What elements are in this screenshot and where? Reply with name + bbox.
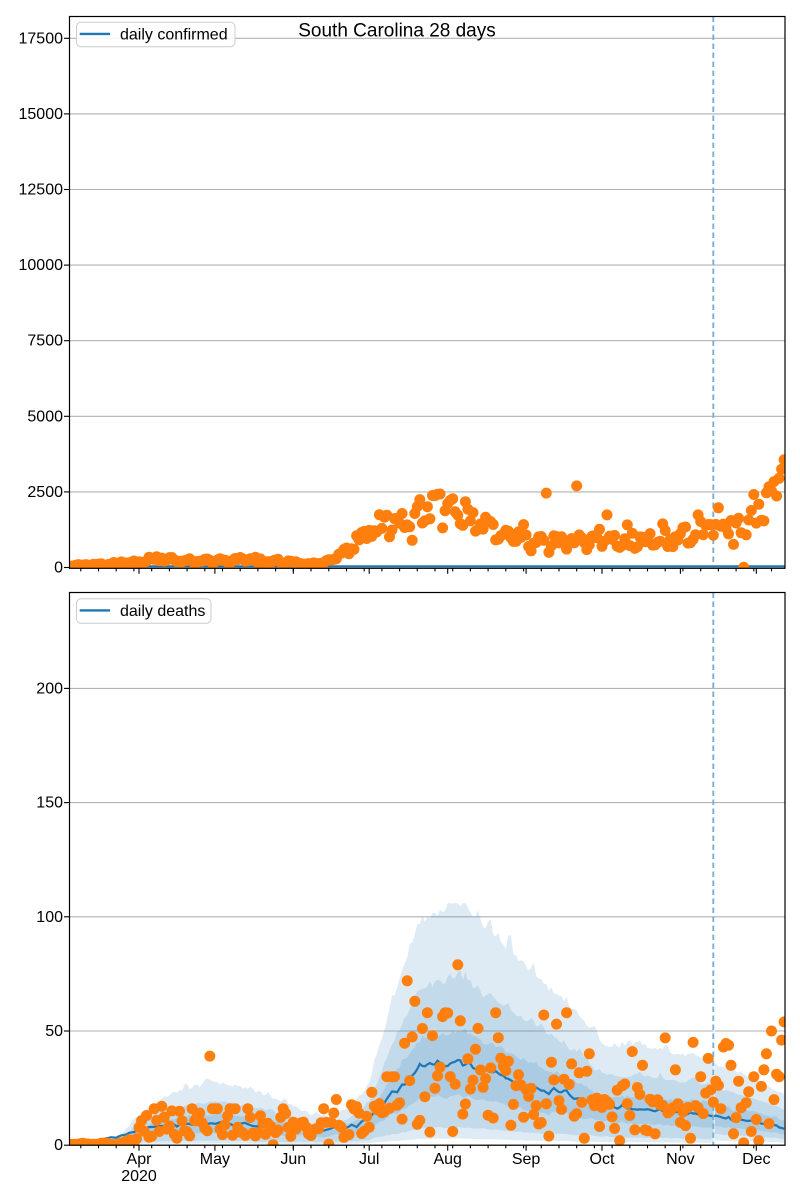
svg-text:17500: 17500 xyxy=(19,30,64,47)
svg-text:Sep: Sep xyxy=(512,1151,541,1168)
svg-text:daily confirmed: daily confirmed xyxy=(120,26,228,43)
svg-text:0: 0 xyxy=(54,1137,63,1154)
svg-text:7500: 7500 xyxy=(27,333,63,350)
svg-text:Aug: Aug xyxy=(433,1151,461,1168)
svg-text:May: May xyxy=(200,1151,230,1168)
svg-text:100: 100 xyxy=(36,909,63,926)
svg-text:2500: 2500 xyxy=(27,484,63,501)
svg-text:Jun: Jun xyxy=(280,1151,306,1168)
svg-text:50: 50 xyxy=(45,1023,63,1040)
svg-text:Oct: Oct xyxy=(590,1151,615,1168)
svg-text:South Carolina 28 days: South Carolina 28 days xyxy=(298,21,496,42)
svg-text:0: 0 xyxy=(54,560,63,577)
svg-text:200: 200 xyxy=(36,680,63,697)
svg-text:12500: 12500 xyxy=(19,182,64,199)
svg-text:Dec: Dec xyxy=(742,1151,770,1168)
svg-text:Jul: Jul xyxy=(359,1151,379,1168)
svg-text:Apr: Apr xyxy=(127,1151,153,1168)
svg-text:daily deaths: daily deaths xyxy=(120,603,205,620)
svg-text:15000: 15000 xyxy=(19,106,64,123)
svg-text:Nov: Nov xyxy=(666,1151,694,1168)
svg-text:10000: 10000 xyxy=(19,257,64,274)
svg-text:150: 150 xyxy=(36,795,63,812)
svg-text:5000: 5000 xyxy=(27,408,63,425)
svg-text:2020: 2020 xyxy=(121,1168,157,1185)
